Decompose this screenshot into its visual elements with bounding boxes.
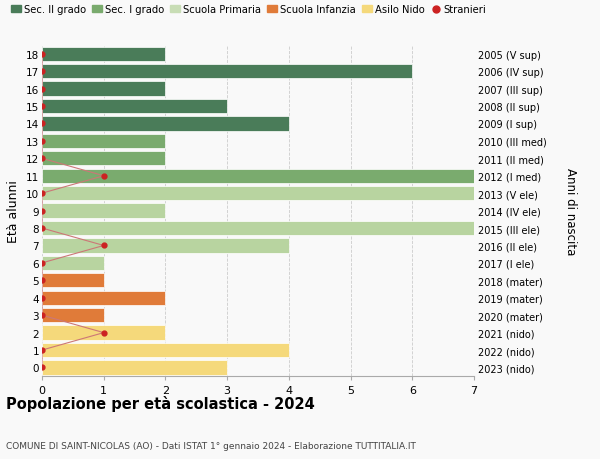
Y-axis label: Anni di nascita: Anni di nascita (563, 168, 577, 255)
Bar (42, 47, 166, 62)
Bar (42, 326, 166, 340)
Bar (42, 361, 227, 375)
Bar (42, 100, 227, 114)
Bar (42, 256, 104, 270)
Bar (42, 274, 104, 288)
Bar (42, 82, 166, 96)
Bar (42, 152, 166, 166)
Text: Popolazione per età scolastica - 2024: Popolazione per età scolastica - 2024 (6, 395, 315, 411)
Bar (42, 308, 104, 323)
Y-axis label: Età alunni: Età alunni (7, 180, 20, 242)
Bar (42, 134, 166, 149)
Bar (42, 117, 289, 131)
Bar (42, 291, 166, 305)
Bar (42, 187, 474, 201)
Text: COMUNE DI SAINT-NICOLAS (AO) - Dati ISTAT 1° gennaio 2024 - Elaborazione TUTTITA: COMUNE DI SAINT-NICOLAS (AO) - Dati ISTA… (6, 441, 416, 450)
Legend: Sec. II grado, Sec. I grado, Scuola Primaria, Scuola Infanzia, Asilo Nido, Stran: Sec. II grado, Sec. I grado, Scuola Prim… (11, 5, 487, 15)
Bar (42, 169, 474, 184)
Bar (42, 221, 474, 235)
Bar (42, 343, 289, 358)
Bar (42, 239, 289, 253)
Bar (42, 65, 412, 79)
Bar (42, 204, 166, 218)
